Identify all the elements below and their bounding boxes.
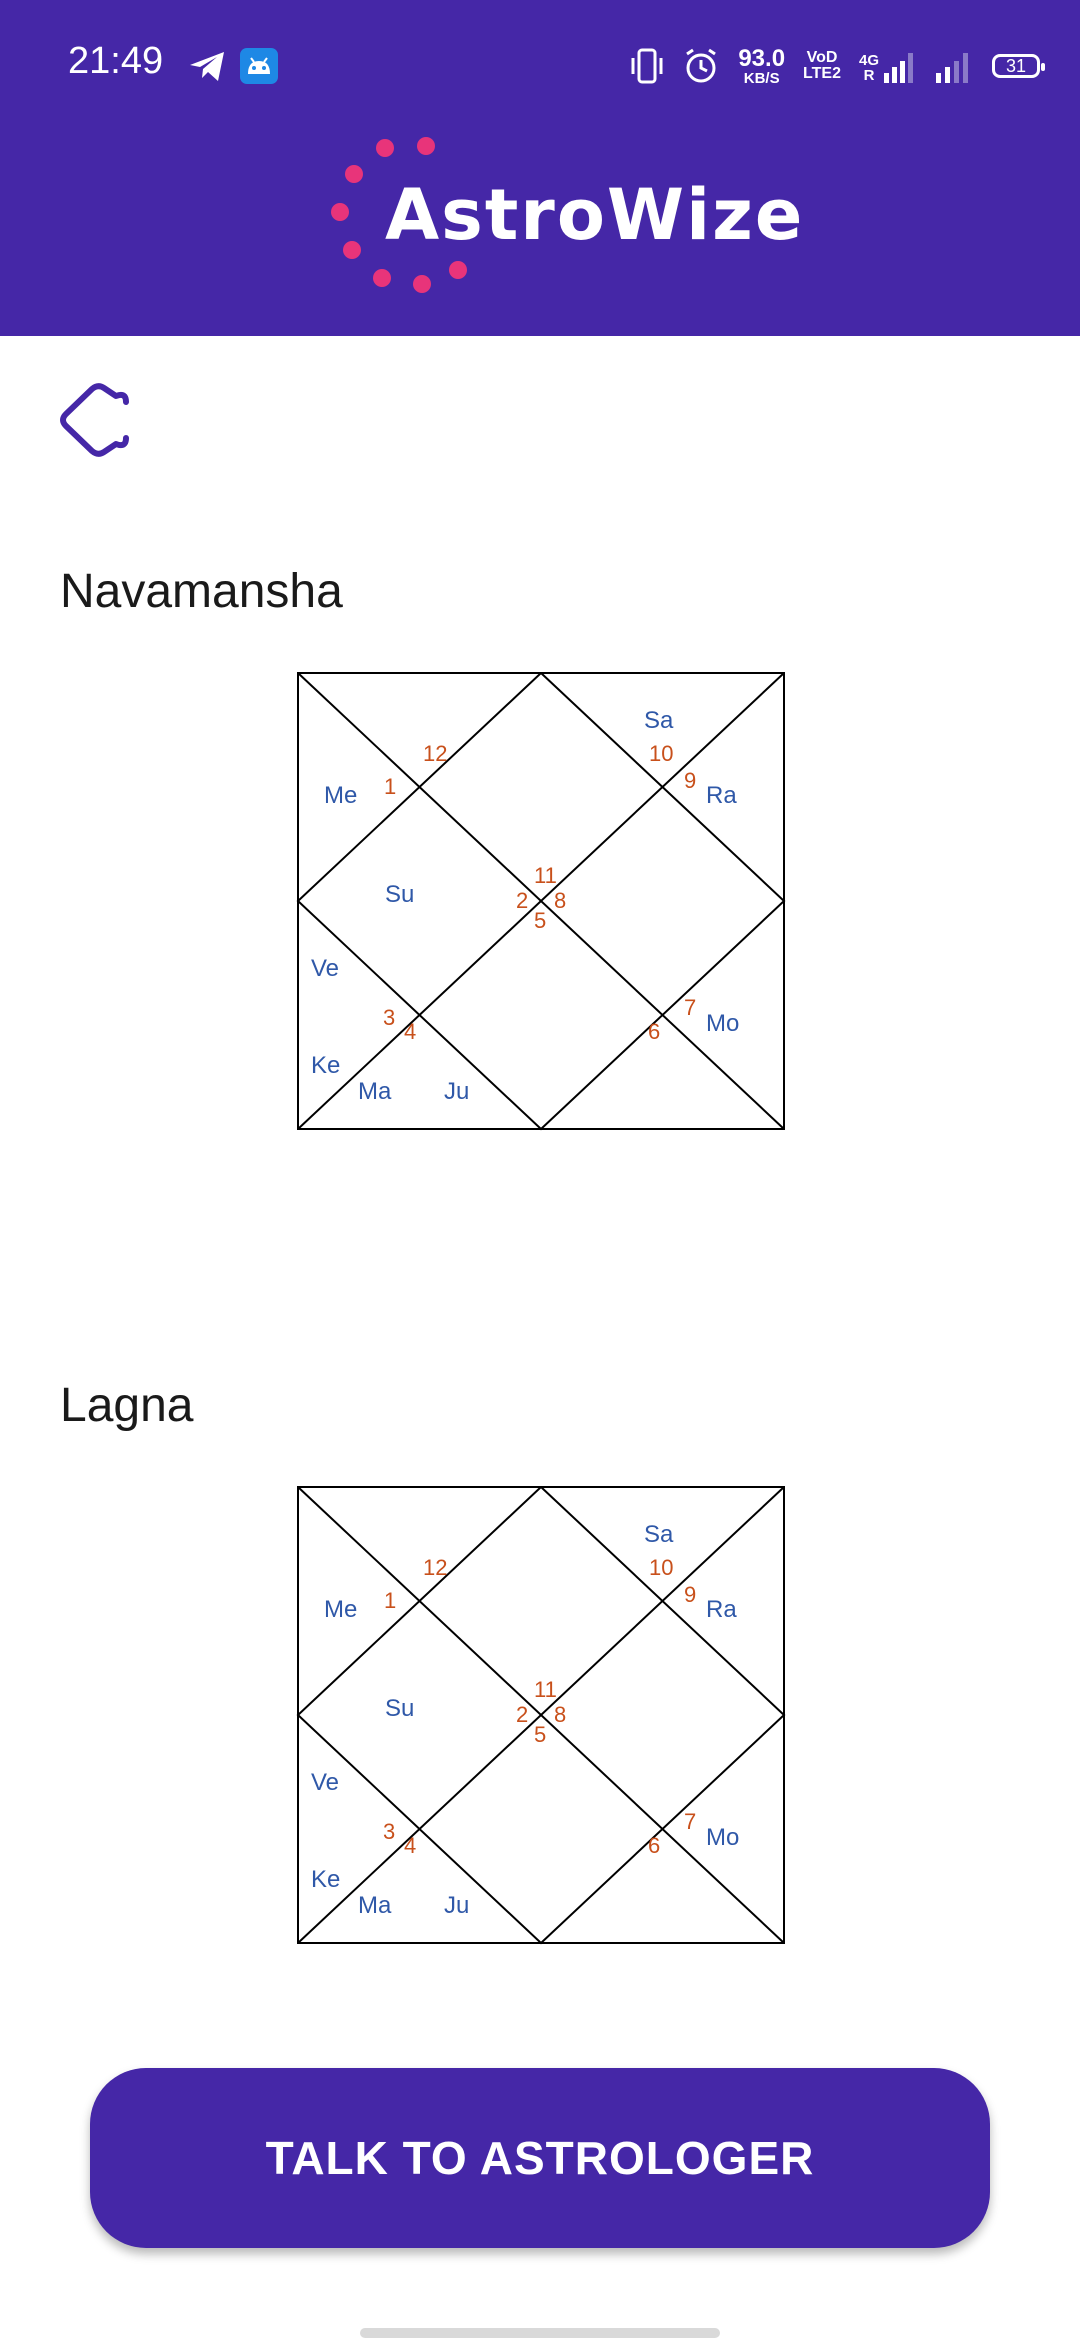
house-number: 4	[404, 1019, 416, 1044]
planet-label: Me	[324, 1596, 357, 1623]
house-number: 10	[649, 741, 673, 766]
app-logo: AstroWize	[330, 134, 802, 302]
back-button[interactable]	[60, 380, 132, 460]
house-number: 7	[684, 1809, 696, 1834]
alarm-icon	[686, 48, 717, 83]
home-indicator[interactable]	[360, 2328, 720, 2338]
chart-grid: 12 1 Me Sa 10 9 Ra Su 11 2 8 5 Ve 3 4 Ke…	[296, 1486, 786, 1945]
chart-title-navamansha: Navamansha	[60, 565, 343, 618]
house-number: 5	[534, 908, 546, 933]
house-number: 12	[423, 741, 447, 766]
signal-4g: 4G R	[859, 49, 916, 83]
planet-label: Ma	[358, 1892, 392, 1919]
volte-indicator: VoD LTE2	[803, 50, 841, 82]
planet-label: Sa	[644, 707, 674, 734]
battery-icon: 31	[992, 54, 1045, 78]
planet-label: Ma	[358, 1078, 392, 1105]
house-number: 11	[534, 863, 557, 888]
chart-grid: 12 1 Me Sa 10 9 Ra Su 11 2 8 5 Ve 3 4 Ke…	[296, 672, 786, 1131]
roaming-flag: R	[863, 67, 875, 84]
house-number: 5	[534, 1722, 546, 1747]
house-number: 12	[423, 1555, 447, 1580]
logo-dots-icon	[331, 137, 435, 293]
app-name: AstroWize	[385, 174, 805, 256]
planet-label: Mo	[706, 1010, 739, 1037]
planet-label: Ve	[311, 1769, 339, 1796]
house-number: 6	[648, 1019, 660, 1044]
house-number: 8	[554, 1702, 566, 1727]
back-arrow-icon	[60, 383, 129, 457]
planet-label: Ra	[706, 782, 737, 809]
chart-title-lagna: Lagna	[60, 1379, 194, 1432]
planet-label: Ke	[311, 1052, 340, 1079]
planet-label: Ju	[444, 1892, 469, 1919]
status-time: 21:49	[68, 40, 164, 82]
signal-bars-icon	[884, 53, 913, 83]
vibrate-icon	[631, 48, 663, 84]
planet-label: Su	[385, 1695, 414, 1722]
planet-label: Ra	[706, 1596, 737, 1623]
planet-label: Ke	[311, 1866, 340, 1893]
navamansha-chart: 12 1 Me Sa 10 9 Ra Su 11 2 8 5 Ve 3 4 Ke…	[296, 672, 786, 1131]
house-number: 3	[383, 1819, 395, 1844]
house-number: 11	[534, 1677, 557, 1702]
house-number: 2	[516, 888, 528, 913]
house-number: 6	[648, 1833, 660, 1858]
planet-label: Mo	[706, 1824, 739, 1851]
talk-to-astrologer-button[interactable]: TALK TO ASTROLOGER	[90, 2068, 990, 2248]
house-number: 7	[684, 995, 696, 1020]
house-number: 10	[649, 1555, 673, 1580]
planet-label: Me	[324, 782, 357, 809]
net-speed-value: 93.0	[738, 44, 786, 72]
logo-dots-extra	[449, 261, 467, 279]
network-speed: 93.0 KB/S	[738, 44, 786, 87]
status-right-group: 93.0 KB/S VoD LTE2 4G R 31	[630, 44, 1045, 88]
android-app-icon	[240, 48, 278, 84]
house-number: 8	[554, 888, 566, 913]
house-number: 9	[684, 768, 696, 793]
house-number: 9	[684, 1582, 696, 1607]
planet-label: Sa	[644, 1521, 674, 1548]
planet-label: Su	[385, 881, 414, 908]
signal-bars-2-icon	[936, 53, 968, 83]
house-number: 1	[384, 774, 396, 799]
telegram-icon	[190, 52, 224, 81]
planet-label: Ve	[311, 955, 339, 982]
volte-top: VoD	[806, 49, 838, 66]
lagna-chart: 12 1 Me Sa 10 9 Ra Su 11 2 8 5 Ve 3 4 Ke…	[296, 1486, 786, 1945]
house-number: 2	[516, 1702, 528, 1727]
app-header: 21:49 93.0 KB/S VoD LTE2	[0, 0, 1080, 336]
network-type: 4G	[858, 52, 879, 69]
planet-label: Ju	[444, 1078, 469, 1105]
volte-bottom: LTE2	[803, 65, 841, 82]
net-speed-unit: KB/S	[743, 69, 780, 87]
house-number: 4	[404, 1833, 416, 1858]
house-number: 1	[384, 1588, 396, 1613]
house-number: 3	[383, 1005, 395, 1030]
